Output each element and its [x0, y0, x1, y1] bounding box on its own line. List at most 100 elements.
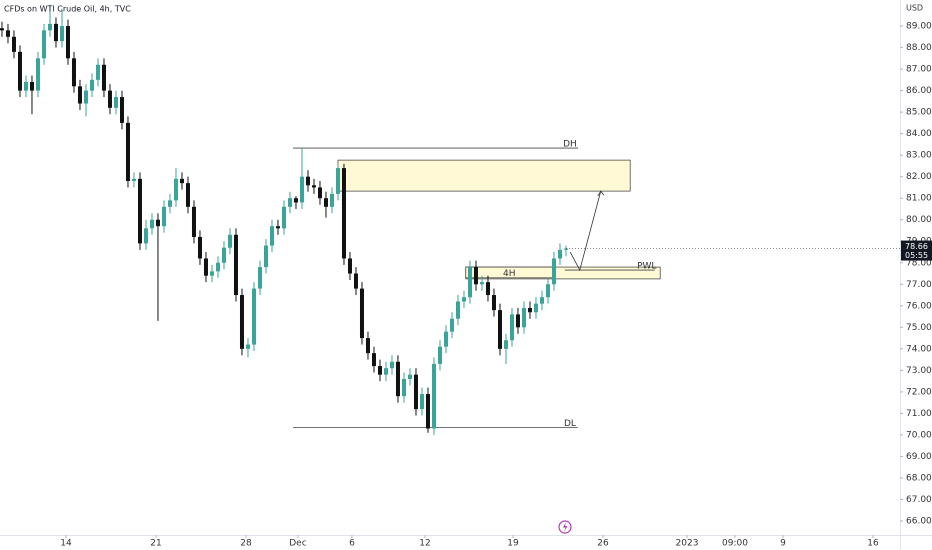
candle-body	[23, 81, 28, 91]
candle-body	[461, 297, 466, 302]
candle-body	[353, 273, 358, 289]
candle-body	[563, 248, 568, 250]
y-tick-label: 69.00	[906, 452, 932, 462]
candle-body	[497, 310, 502, 349]
x-tick-label: 28	[240, 539, 252, 549]
candle-body	[59, 26, 64, 42]
candle-body	[41, 30, 46, 59]
candle-body	[125, 122, 130, 181]
candle-body	[221, 247, 226, 263]
candle-body	[503, 340, 508, 349]
candle-body	[293, 198, 298, 203]
y-tick-label: 88.00	[906, 43, 932, 53]
candle-body	[83, 90, 88, 104]
plot-area: 4H DH DL PWL	[0, 4, 661, 435]
candle-body	[203, 258, 208, 276]
y-tick-label: 70.00	[906, 430, 932, 440]
x-tick-label: 16	[867, 539, 879, 549]
candle-body	[251, 288, 256, 345]
candle-body	[215, 262, 220, 272]
candle-body	[407, 374, 412, 379]
arrow-head	[597, 190, 605, 197]
x-tick-label: 12	[419, 539, 430, 549]
candle-body	[359, 288, 364, 339]
candle-body	[521, 307, 526, 328]
level-label: DH	[563, 140, 577, 150]
candle-body	[233, 234, 238, 296]
candle-body	[305, 176, 310, 186]
y-tick-label: 87.00	[906, 65, 932, 75]
candle-body	[323, 198, 328, 207]
candle-body	[161, 206, 166, 227]
x-tick-label: 26	[597, 539, 609, 549]
y-tick-label: 82.00	[906, 172, 932, 182]
candle-body	[29, 81, 34, 91]
candle-body	[467, 267, 472, 298]
candle-body	[197, 236, 202, 259]
candle-body	[335, 168, 340, 194]
x-tick-label: 09:00	[722, 539, 748, 549]
candle-body	[257, 267, 262, 289]
candle-body	[113, 97, 118, 108]
candle-body	[269, 226, 274, 246]
candle-body	[395, 361, 400, 397]
candle-body	[365, 338, 370, 354]
candle-body	[491, 295, 496, 311]
candle-body	[191, 206, 196, 237]
candle-body	[281, 206, 286, 229]
candle-body	[473, 267, 478, 285]
candle-body	[71, 58, 76, 87]
candle-body	[89, 79, 94, 91]
candle-body	[449, 318, 454, 332]
projection-arrow	[569, 190, 602, 272]
candle-body	[17, 51, 22, 91]
y-tick-label: 76.00	[906, 301, 932, 311]
candle-body	[371, 353, 376, 367]
candle-body	[185, 183, 190, 207]
candle-body	[299, 176, 304, 203]
candle-body	[167, 200, 172, 207]
candle-body	[47, 23, 52, 31]
candle-body	[413, 374, 418, 410]
candle-body	[173, 178, 178, 201]
candle-body	[341, 168, 346, 259]
y-tick-label: 67.00	[906, 495, 932, 505]
candle-body	[551, 258, 556, 285]
candle-body	[437, 346, 442, 364]
candle-body	[419, 394, 424, 410]
y-tick-label: 74.00	[906, 344, 932, 354]
y-tick-label: 77.00	[906, 280, 932, 290]
x-tick-label: 21	[150, 539, 161, 549]
candle-body	[53, 23, 58, 42]
candle-body	[131, 178, 136, 181]
x-tick-label: 6	[349, 539, 355, 549]
candle-body	[101, 64, 106, 91]
candle-body	[0, 28, 4, 31]
candle-body	[179, 178, 184, 184]
y-tick-label: 86.00	[906, 86, 932, 96]
candle-body	[287, 198, 292, 207]
candle-body	[377, 366, 382, 375]
candle-body	[209, 271, 214, 276]
alert-icon[interactable]	[558, 520, 572, 534]
last-price-label: 78.66	[905, 242, 928, 251]
currency-label: USD	[906, 4, 923, 13]
candle-body	[119, 97, 124, 123]
candle-body	[311, 185, 316, 188]
y-tick-label: 83.00	[906, 151, 932, 161]
chart-title: CFDs on WTI Crude Oil, 4h, TVC	[4, 5, 131, 14]
candle-body	[5, 30, 10, 37]
zone-label: 4H	[503, 269, 516, 279]
candle-body	[533, 303, 538, 313]
x-tick-label: 2023	[676, 539, 699, 549]
candle-body	[455, 301, 460, 319]
last-price-tag	[901, 240, 932, 261]
candle-body	[425, 394, 430, 429]
x-tick-label: 9	[780, 539, 786, 549]
candle-body	[389, 361, 394, 369]
candle-body	[143, 228, 148, 244]
candle-body	[275, 226, 280, 229]
level-label: PWL	[637, 262, 656, 272]
candle-body	[107, 90, 112, 108]
